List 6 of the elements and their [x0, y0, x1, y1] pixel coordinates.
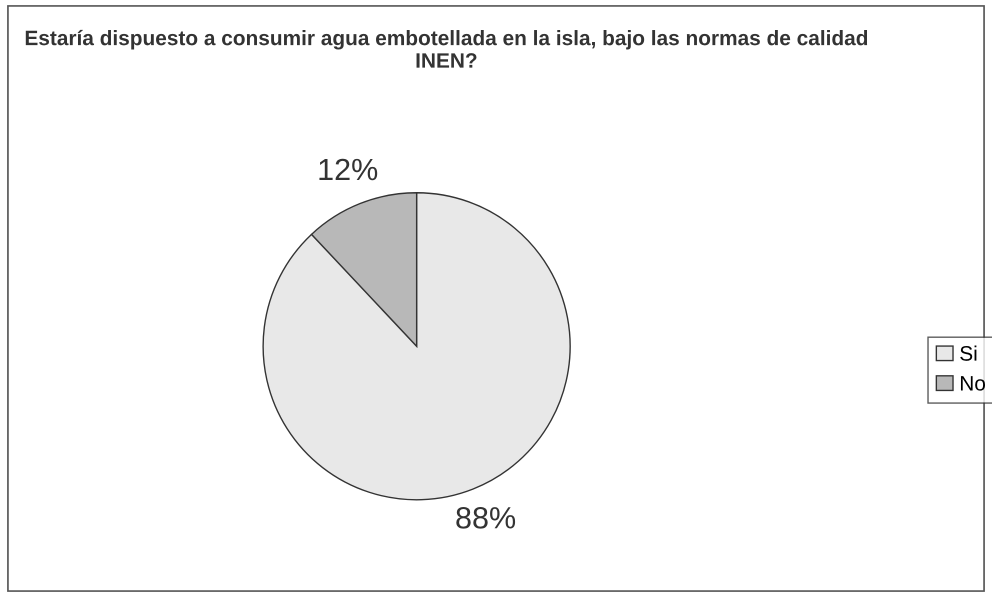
chart-title: Estaría dispuesto a consumir agua embotellada en la isla, bajo las normas de calidad INEN? — [26, 30, 868, 68]
data-label: 88% — [456, 506, 516, 529]
data-label: 12% — [319, 158, 378, 180]
legend-label: No — [960, 376, 986, 391]
pie-slice — [262, 192, 571, 500]
legend-label: Si — [960, 346, 976, 361]
